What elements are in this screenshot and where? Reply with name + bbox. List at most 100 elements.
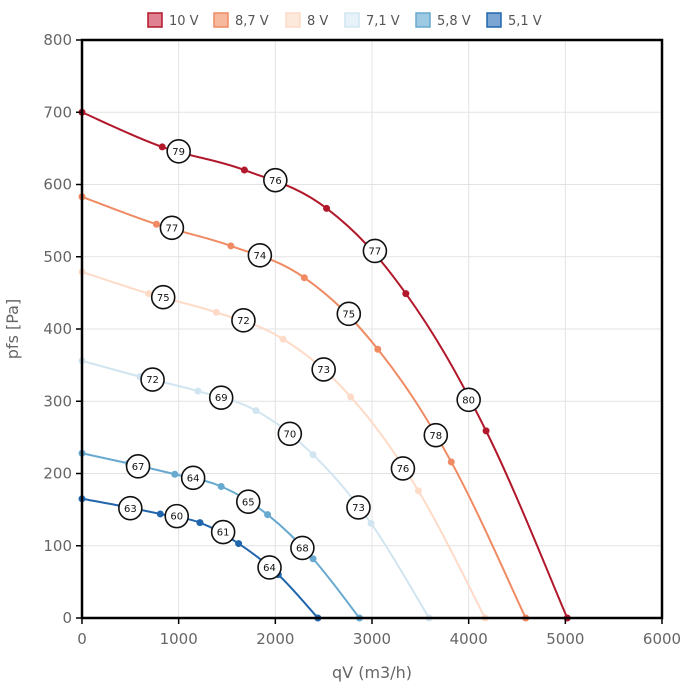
y-tick-label: 800 <box>43 31 72 49</box>
x-axis-title: qV (m3/h) <box>332 663 412 682</box>
data-point <box>158 143 166 151</box>
data-point <box>367 519 375 527</box>
data-label: 74 <box>253 251 266 262</box>
data-label: 77 <box>166 223 179 234</box>
y-tick-label: 500 <box>43 248 72 266</box>
data-label-circle <box>150 284 176 310</box>
series-group: 72 69 70 73 <box>78 357 433 622</box>
series-line <box>81 359 430 619</box>
data-point <box>227 242 235 250</box>
series-line <box>81 497 319 619</box>
data-label-circle <box>277 421 303 447</box>
data-label: 75 <box>342 309 355 320</box>
legend-label: 8 V <box>307 14 328 29</box>
data-label-circle <box>235 489 261 514</box>
legend: 10 V 8,7 V 8 V 7,1 V 5,8 V 5,1 V <box>147 12 542 29</box>
data-label-circle <box>456 387 481 413</box>
series-group: 77 74 75 78 <box>78 193 530 622</box>
data-point <box>240 166 248 174</box>
x-tick-label: 0 <box>77 630 87 648</box>
data-point <box>156 510 164 518</box>
data-label-circle <box>346 495 371 520</box>
series-group: 75 72 73 76 <box>78 268 489 622</box>
x-tick-label: 6000 <box>643 630 681 648</box>
data-label: 72 <box>237 316 250 327</box>
series-line <box>81 111 569 619</box>
grid <box>81 39 663 619</box>
data-point <box>482 427 490 435</box>
y-tick-label: 200 <box>43 465 72 483</box>
series-group: 63 60 61 64 <box>78 495 322 622</box>
x-axis-ticks: 0 1000 2000 3000 4000 5000 6000 <box>77 618 681 648</box>
data-label: 78 <box>429 431 442 442</box>
x-tick-label: 2000 <box>256 630 294 648</box>
data-point <box>212 308 220 316</box>
data-label-circle <box>159 215 185 241</box>
legend-label: 10 V <box>169 14 199 29</box>
data-point <box>145 290 153 298</box>
data-point <box>196 519 204 527</box>
data-label-circle <box>390 456 416 481</box>
legend-label: 7,1 V <box>366 14 400 29</box>
legend-swatch <box>285 12 301 28</box>
data-point <box>374 345 382 353</box>
data-label: 76 <box>397 464 410 475</box>
data-label-circle <box>362 238 388 264</box>
legend-swatch <box>213 12 229 28</box>
data-point <box>402 290 410 298</box>
data-label-circle <box>247 243 273 268</box>
y-tick-label: 0 <box>62 609 72 627</box>
data-label-circle <box>208 385 234 410</box>
legend-label: 5,1 V <box>508 14 542 29</box>
data-label: 69 <box>215 393 228 404</box>
legend-swatch <box>415 12 431 28</box>
legend-swatch <box>486 12 502 28</box>
data-label: 67 <box>132 462 145 473</box>
legend-label: 5,8 V <box>437 14 471 29</box>
data-label: 64 <box>187 473 200 484</box>
data-point <box>217 483 225 491</box>
data-point <box>309 451 317 459</box>
data-point <box>264 511 272 519</box>
data-label-circle <box>164 503 190 529</box>
x-tick-label: 5000 <box>546 630 584 648</box>
data-label-circle <box>125 453 151 479</box>
y-tick-label: 400 <box>43 320 72 338</box>
data-label: 68 <box>296 544 309 555</box>
data-label-circle <box>257 555 282 580</box>
data-label: 61 <box>217 528 230 539</box>
data-label: 63 <box>124 504 137 515</box>
data-label: 79 <box>172 147 185 158</box>
y-axis-title: pfs [Pa] <box>3 299 22 359</box>
data-label: 73 <box>317 365 330 376</box>
x-tick-label: 4000 <box>450 630 488 648</box>
data-point <box>171 470 179 478</box>
legend-swatch <box>344 12 360 28</box>
data-point <box>309 555 317 563</box>
y-tick-label: 600 <box>43 176 72 194</box>
legend-label: 8,7 V <box>235 14 269 29</box>
data-label: 65 <box>242 497 255 508</box>
data-label-circle <box>166 138 191 164</box>
y-tick-label: 100 <box>43 537 72 555</box>
series-group: 79 76 77 80 <box>78 108 571 622</box>
data-label-circle <box>140 367 165 392</box>
x-tick-label: 3000 <box>353 630 391 648</box>
data-point <box>152 220 160 228</box>
data-label-circle <box>210 519 236 545</box>
y-axis-ticks: 0 100 200 300 400 500 600 700 800 <box>43 31 82 627</box>
data-label: 72 <box>146 375 159 386</box>
data-label: 77 <box>369 247 382 258</box>
data-label-circle <box>311 357 336 382</box>
data-label-circle <box>290 535 315 561</box>
series-layer: 79 76 77 80 77 74 75 78 75 72 73 76 72 69 70 73 67 64 65 68… <box>78 108 571 622</box>
data-point <box>447 458 455 466</box>
data-point <box>235 540 243 548</box>
data-label: 70 <box>283 429 296 440</box>
data-label: 60 <box>170 512 183 523</box>
data-point <box>323 204 331 212</box>
data-point <box>414 487 422 495</box>
data-label: 64 <box>263 563 276 574</box>
y-tick-label: 300 <box>43 392 72 410</box>
